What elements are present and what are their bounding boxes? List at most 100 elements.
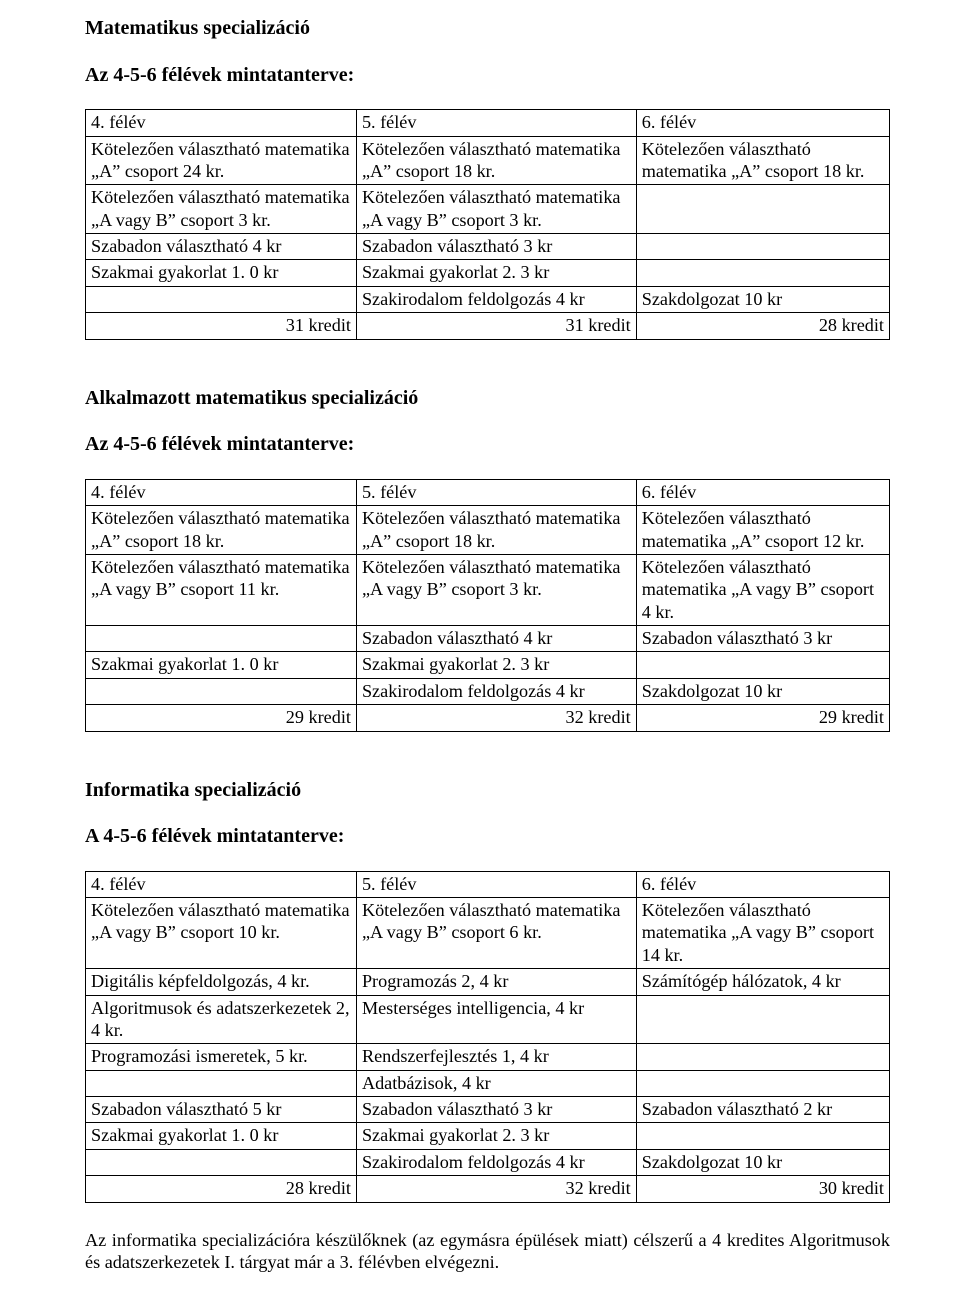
table-cell: [636, 652, 889, 678]
table-cell: Szabadon választható 3 kr: [636, 626, 889, 652]
table-cell: 5. félév: [356, 479, 636, 505]
table-cell: Kötelezően választható matematika „A vag…: [356, 185, 636, 234]
table-row: Kötelezően választható matematika „A vag…: [86, 554, 890, 625]
table-cell: Programozási ismeretek, 5 kr.: [86, 1044, 357, 1070]
table-cell: Kötelezően választható matematika „A” cs…: [356, 506, 636, 555]
table-cell: [86, 1149, 357, 1175]
table-cell: Kötelezően választható matematika „A” cs…: [86, 136, 357, 185]
table-cell: Adatbázisok, 4 kr: [356, 1070, 636, 1096]
table-cell: Mesterséges intelligencia, 4 kr: [356, 995, 636, 1044]
table-row: Szakmai gyakorlat 1. 0 krSzakmai gyakorl…: [86, 260, 890, 286]
table-cell: Szabadon választható 3 kr: [356, 1097, 636, 1123]
table-cell: Szakmai gyakorlat 2. 3 kr: [356, 1123, 636, 1149]
table-cell: 6. félév: [636, 110, 889, 136]
table-cell: [636, 234, 889, 260]
table-cell: Rendszerfejlesztés 1, 4 kr: [356, 1044, 636, 1070]
table-row: 28 kredit32 kredit30 kredit: [86, 1176, 890, 1202]
curriculum-table: 4. félév5. félév6. félévKötelezően válas…: [85, 109, 890, 339]
table-row: Adatbázisok, 4 kr: [86, 1070, 890, 1096]
table-row: Kötelezően választható matematika „A vag…: [86, 185, 890, 234]
table-cell: 31 kredit: [356, 313, 636, 339]
table-cell: 4. félév: [86, 110, 357, 136]
table-row: Kötelezően választható matematika „A vag…: [86, 898, 890, 969]
table-row: Programozási ismeretek, 5 kr.Rendszerfej…: [86, 1044, 890, 1070]
table-cell: Kötelezően választható matematika „A vag…: [86, 898, 357, 969]
table-cell: Szakirodalom feldolgozás 4 kr: [356, 1149, 636, 1175]
footnote-text: Az informatika specializációra készülőkn…: [85, 1229, 890, 1274]
table-cell: 6. félév: [636, 871, 889, 897]
table-row: 4. félév5. félév6. félév: [86, 871, 890, 897]
table-cell: [86, 1070, 357, 1096]
table-cell: Szabadon választható 2 kr: [636, 1097, 889, 1123]
table-cell: Kötelezően választható matematika „A” cs…: [356, 136, 636, 185]
table-cell: Kötelezően választható matematika „A” cs…: [636, 136, 889, 185]
table-row: Szakmai gyakorlat 1. 0 krSzakmai gyakorl…: [86, 652, 890, 678]
table-cell: Kötelezően választható matematika „A vag…: [86, 185, 357, 234]
table-cell: 4. félév: [86, 479, 357, 505]
section-title: Informatika specializáció: [85, 778, 890, 803]
table-cell: Szakmai gyakorlat 1. 0 kr: [86, 1123, 357, 1149]
table-cell: Szakmai gyakorlat 1. 0 kr: [86, 260, 357, 286]
table-cell: Szakmai gyakorlat 1. 0 kr: [86, 652, 357, 678]
section-title: Alkalmazott matematikus specializáció: [85, 386, 890, 411]
table-row: Algoritmusok és adatszerkezetek 2, 4 kr.…: [86, 995, 890, 1044]
table-row: 4. félév5. félév6. félév: [86, 110, 890, 136]
table-cell: [636, 1044, 889, 1070]
table-row: 31 kredit31 kredit28 kredit: [86, 313, 890, 339]
section-subtitle: Az 4-5-6 félévek mintatanterve:: [85, 63, 890, 88]
table-cell: Algoritmusok és adatszerkezetek 2, 4 kr.: [86, 995, 357, 1044]
table-cell: Kötelezően választható matematika „A” cs…: [86, 506, 357, 555]
table-cell: Kötelezően választható matematika „A vag…: [636, 898, 889, 969]
table-cell: Szakirodalom feldolgozás 4 kr: [356, 286, 636, 312]
section-subtitle: Az 4-5-6 félévek mintatanterve:: [85, 432, 890, 457]
table-cell: Szakdolgozat 10 kr: [636, 1149, 889, 1175]
table-cell: Kötelezően választható matematika „A vag…: [636, 554, 889, 625]
table-row: Szakirodalom feldolgozás 4 krSzakdolgoza…: [86, 1149, 890, 1175]
table-cell: [636, 995, 889, 1044]
table-cell: 28 kredit: [636, 313, 889, 339]
table-cell: [636, 260, 889, 286]
table-cell: [86, 286, 357, 312]
table-row: Szabadon választható 4 krSzabadon válasz…: [86, 626, 890, 652]
table-row: Szakirodalom feldolgozás 4 krSzakdolgoza…: [86, 286, 890, 312]
table-row: Kötelezően választható matematika „A” cs…: [86, 506, 890, 555]
table-cell: Szabadon választható 4 kr: [356, 626, 636, 652]
table-row: Szabadon választható 5 krSzabadon válasz…: [86, 1097, 890, 1123]
table-row: Szabadon választható 4 krSzabadon válasz…: [86, 234, 890, 260]
table-row: Szakirodalom feldolgozás 4 krSzakdolgoza…: [86, 678, 890, 704]
table-cell: Szabadon választható 4 kr: [86, 234, 357, 260]
table-cell: Szakdolgozat 10 kr: [636, 286, 889, 312]
table-cell: 5. félév: [356, 110, 636, 136]
table-cell: Szabadon választható 3 kr: [356, 234, 636, 260]
table-cell: [636, 1070, 889, 1096]
table-cell: Programozás 2, 4 kr: [356, 969, 636, 995]
table-cell: Kötelezően választható matematika „A vag…: [356, 898, 636, 969]
table-cell: 32 kredit: [356, 705, 636, 731]
table-cell: 6. félév: [636, 479, 889, 505]
table-cell: 31 kredit: [86, 313, 357, 339]
table-cell: [86, 626, 357, 652]
table-cell: 29 kredit: [636, 705, 889, 731]
table-cell: Kötelezően választható matematika „A vag…: [86, 554, 357, 625]
curriculum-table: 4. félév5. félév6. félévKötelezően válas…: [85, 871, 890, 1203]
section-subtitle: A 4-5-6 félévek mintatanterve:: [85, 824, 890, 849]
table-cell: [636, 1123, 889, 1149]
table-cell: 32 kredit: [356, 1176, 636, 1202]
table-cell: Számítógép hálózatok, 4 kr: [636, 969, 889, 995]
table-cell: Szakmai gyakorlat 2. 3 kr: [356, 652, 636, 678]
table-cell: Szakmai gyakorlat 2. 3 kr: [356, 260, 636, 286]
section-title: Matematikus specializáció: [85, 16, 890, 41]
table-row: Szakmai gyakorlat 1. 0 krSzakmai gyakorl…: [86, 1123, 890, 1149]
curriculum-table: 4. félév5. félév6. félévKötelezően válas…: [85, 479, 890, 732]
table-row: Digitális képfeldolgozás, 4 kr.Programoz…: [86, 969, 890, 995]
table-cell: Digitális képfeldolgozás, 4 kr.: [86, 969, 357, 995]
table-cell: Szakirodalom feldolgozás 4 kr: [356, 678, 636, 704]
table-cell: [636, 185, 889, 234]
table-cell: Szabadon választható 5 kr: [86, 1097, 357, 1123]
table-cell: Szakdolgozat 10 kr: [636, 678, 889, 704]
table-cell: 29 kredit: [86, 705, 357, 731]
table-cell: 30 kredit: [636, 1176, 889, 1202]
table-cell: 28 kredit: [86, 1176, 357, 1202]
table-row: 29 kredit32 kredit29 kredit: [86, 705, 890, 731]
table-cell: [86, 678, 357, 704]
